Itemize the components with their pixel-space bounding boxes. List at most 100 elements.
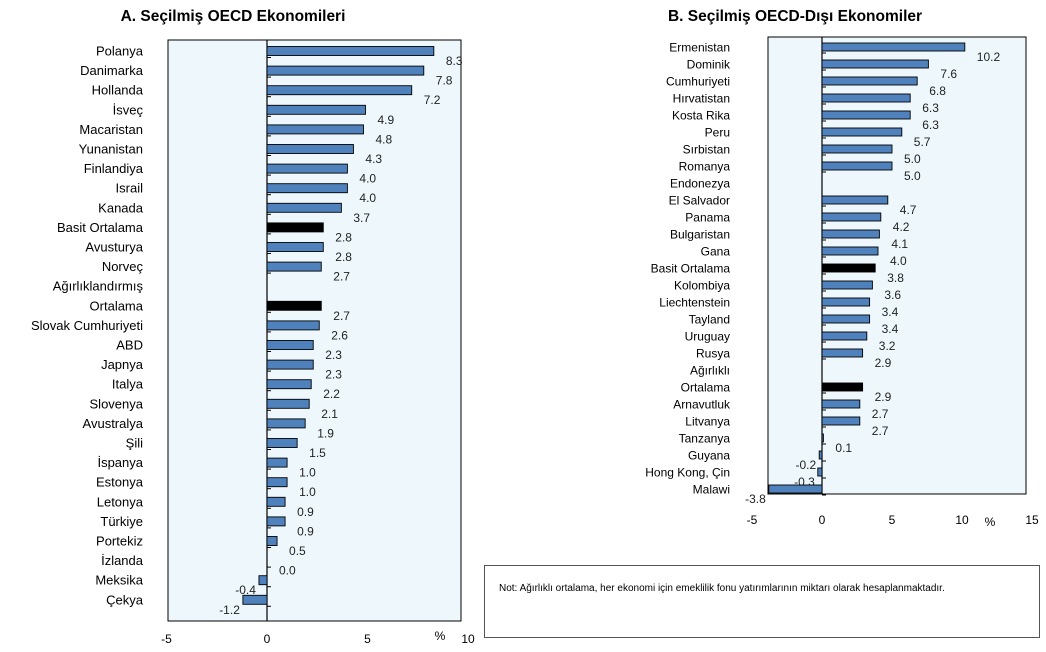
category-label-b: Endonezya bbox=[670, 177, 730, 191]
category-label-b: Peru bbox=[705, 126, 730, 140]
bar-a bbox=[258, 575, 268, 586]
bar-b bbox=[821, 42, 966, 52]
value-label-a: -0.4 bbox=[235, 583, 256, 597]
category-label-b: Ermenistan bbox=[669, 41, 730, 55]
value-label-a: 2.3 bbox=[325, 348, 342, 362]
bar-b bbox=[821, 59, 929, 69]
value-label-b: 10.2 bbox=[977, 50, 1001, 64]
category-label-a: Ağırlıklandırmış bbox=[53, 279, 144, 294]
unit-label-a: % bbox=[435, 629, 446, 643]
category-label-a: Slovenya bbox=[90, 396, 144, 411]
category-label-a: İspanya bbox=[97, 455, 143, 470]
category-label-b: Uruguay bbox=[685, 330, 730, 344]
category-label-b: Panama bbox=[685, 211, 730, 225]
value-label-a: -1.2 bbox=[219, 603, 240, 617]
value-label-a: 4.0 bbox=[359, 172, 376, 186]
category-label-a: Meksika bbox=[95, 573, 143, 588]
value-label-b: -3.8 bbox=[745, 492, 766, 506]
category-label-a: Letonya bbox=[97, 494, 144, 509]
category-label-a: İsveç bbox=[113, 102, 144, 117]
bar-b bbox=[817, 467, 823, 477]
bar-b bbox=[821, 93, 911, 103]
category-label-b: Guyana bbox=[688, 449, 730, 463]
value-label-a: 1.9 bbox=[317, 426, 334, 440]
value-label-a: 1.0 bbox=[299, 466, 316, 480]
bar-b bbox=[821, 399, 861, 409]
bar-a bbox=[266, 359, 314, 370]
bar-a bbox=[266, 340, 314, 350]
bar-a bbox=[266, 65, 425, 76]
category-label-a: Japnya bbox=[101, 357, 144, 372]
bar-a bbox=[266, 477, 288, 488]
bar-b bbox=[821, 263, 876, 273]
bar-a bbox=[266, 300, 322, 311]
category-label-b: Tanzanya bbox=[679, 432, 731, 446]
bar-a bbox=[266, 379, 312, 390]
category-label-a: İzlanda bbox=[101, 553, 144, 568]
value-label-b: 5.0 bbox=[904, 152, 921, 166]
bar-a bbox=[266, 457, 288, 468]
category-label-a: Şili bbox=[126, 436, 143, 451]
bar-b bbox=[821, 127, 903, 137]
value-label-b: 3.4 bbox=[882, 322, 899, 336]
category-label-a: Macaristan bbox=[79, 122, 143, 137]
unit-label-b: % bbox=[985, 515, 996, 529]
bar-b bbox=[821, 433, 824, 443]
value-label-b: 5.0 bbox=[904, 169, 921, 183]
category-label-b: Liechtenstein bbox=[659, 296, 730, 310]
bar-a bbox=[266, 124, 364, 135]
category-label-a: Portekiz bbox=[96, 534, 143, 549]
category-label-a: Slovak Cumhuriyeti bbox=[31, 318, 143, 333]
value-label-b: 5.7 bbox=[914, 135, 931, 149]
x-tick-label-a: 10 bbox=[461, 632, 475, 646]
value-label-a: 3.7 bbox=[353, 211, 370, 225]
bar-a bbox=[266, 516, 286, 527]
bar-b bbox=[768, 484, 823, 494]
category-label-b: Dominik bbox=[687, 58, 731, 72]
x-tick-label-b: 15 bbox=[1025, 513, 1039, 527]
bar-b bbox=[821, 76, 918, 86]
category-label-a: Çekya bbox=[106, 592, 144, 607]
value-label-a: 2.2 bbox=[323, 387, 340, 401]
value-label-a: 0.5 bbox=[289, 544, 306, 558]
category-label-b: Arnavutluk bbox=[673, 398, 731, 412]
value-label-a: 2.7 bbox=[333, 309, 350, 323]
bar-b bbox=[821, 195, 889, 205]
category-label-b: Sırbistan bbox=[683, 143, 730, 157]
bar-a bbox=[266, 163, 348, 174]
value-label-b: 4.7 bbox=[900, 203, 917, 217]
value-label-b: 6.8 bbox=[929, 84, 946, 98]
value-label-a: 0.0 bbox=[279, 564, 296, 578]
value-label-a: 1.0 bbox=[299, 485, 316, 499]
category-label-a: Avustralya bbox=[83, 416, 144, 431]
bar-a bbox=[242, 594, 268, 605]
value-label-a: 2.3 bbox=[325, 368, 342, 382]
value-label-a: 7.2 bbox=[424, 93, 441, 107]
bar-a bbox=[266, 536, 278, 546]
category-label-a: Estonya bbox=[96, 475, 144, 490]
value-label-a: 4.3 bbox=[365, 152, 382, 166]
value-label-b: 6.3 bbox=[922, 118, 939, 132]
bar-b bbox=[821, 297, 871, 307]
value-label-a: 1.5 bbox=[309, 446, 326, 460]
category-label-b: El Salvador bbox=[669, 194, 730, 208]
bar-b bbox=[821, 246, 879, 256]
category-label-b: Gana bbox=[701, 245, 731, 259]
value-label-b: 2.7 bbox=[872, 407, 889, 421]
category-label-a: Polanya bbox=[96, 44, 144, 59]
category-label-b: Bulgaristan bbox=[670, 228, 730, 242]
value-label-a: 2.8 bbox=[335, 250, 352, 264]
bar-b bbox=[821, 144, 893, 154]
bar-a bbox=[266, 144, 354, 154]
bar-b bbox=[818, 450, 823, 460]
category-label-a: Israil bbox=[116, 181, 144, 196]
value-label-b: 3.8 bbox=[887, 271, 904, 285]
x-tick-label-a: 5 bbox=[364, 632, 371, 646]
category-label-a: Hollanda bbox=[92, 83, 144, 98]
category-label-a: Italya bbox=[112, 377, 144, 392]
category-label-b: Hong Kong, Çin bbox=[645, 466, 730, 480]
value-label-b: 3.2 bbox=[879, 339, 896, 353]
value-label-a: 2.8 bbox=[335, 230, 352, 244]
category-label-b: Kolombiya bbox=[674, 279, 730, 293]
value-label-a: 4.0 bbox=[359, 191, 376, 205]
